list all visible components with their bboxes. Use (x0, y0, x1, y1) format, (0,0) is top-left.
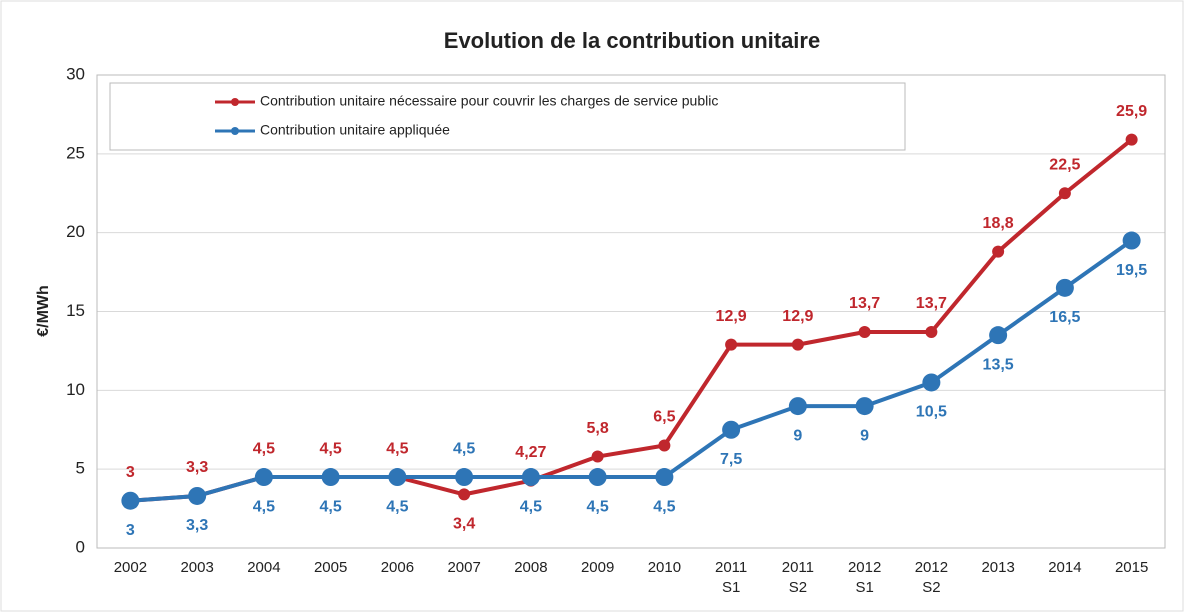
marker (588, 468, 607, 487)
y-tick-label: 15 (66, 301, 85, 320)
data-label: 22,5 (1049, 156, 1080, 173)
data-label: 25,9 (1116, 103, 1147, 120)
marker (591, 450, 604, 463)
data-label: 16,5 (1049, 309, 1080, 326)
data-label: 6,5 (653, 409, 675, 426)
plot-frame (96, 74, 1166, 549)
data-label: 4,5 (253, 498, 275, 515)
data-label: 13,7 (849, 295, 880, 312)
data-label: 9 (860, 427, 869, 444)
marker (788, 397, 807, 416)
marker (188, 486, 207, 505)
x-tick-label: 2004 (247, 559, 280, 576)
marker (455, 468, 474, 487)
legend-label: Contribution unitaire nécessaire pour co… (260, 93, 718, 109)
data-label: 4,5 (653, 498, 675, 515)
y-tick-label: 30 (66, 64, 85, 83)
marker (989, 326, 1008, 345)
x-tick-label: 2002 (114, 559, 147, 576)
marker (458, 488, 471, 501)
marker (725, 338, 738, 351)
x-tick-label: 2012 S2 (915, 559, 948, 596)
marker (521, 468, 540, 487)
data-label: 12,9 (782, 308, 813, 325)
data-label: 4,5 (320, 440, 342, 457)
marker (254, 468, 273, 487)
data-label: 4,27 (515, 444, 546, 461)
y-tick-label: 10 (66, 380, 85, 399)
data-label: 4,5 (253, 440, 275, 457)
marker (791, 338, 804, 351)
marker (855, 397, 874, 416)
data-label: 19,5 (1116, 262, 1147, 279)
x-tick-line: 2012 (848, 559, 881, 576)
data-label: 3,3 (186, 459, 208, 476)
x-tick-label: 2006 (381, 559, 414, 576)
x-tick-label: 2015 (1115, 559, 1148, 576)
x-tick-line: S1 (855, 579, 873, 596)
x-tick-label: 2007 (447, 559, 480, 576)
x-tick-line: 2011 (782, 559, 814, 576)
series-line (130, 238, 1133, 503)
data-label: 4,5 (520, 498, 542, 515)
y-axis-label: €/MWh (35, 285, 52, 337)
y-tick-label: 25 (66, 143, 85, 162)
data-label: 13,5 (983, 356, 1014, 373)
y-tick-label: 20 (66, 222, 85, 241)
x-tick-label: 2011 S1 (715, 559, 747, 596)
data-label: 18,8 (983, 215, 1014, 232)
data-label: 7,5 (720, 451, 742, 468)
data-label: 3,3 (186, 517, 208, 534)
marker (925, 325, 938, 338)
chart-title: Evolution de la contribution unitaire (444, 28, 820, 53)
data-label: 4,5 (453, 440, 475, 457)
data-label: 13,7 (916, 295, 947, 312)
legend-box (109, 82, 906, 151)
marker (388, 468, 407, 487)
marker (1122, 231, 1141, 250)
data-label: 10,5 (916, 404, 947, 421)
data-label: 4,5 (587, 498, 609, 515)
marker (858, 325, 871, 338)
marker (121, 491, 140, 510)
x-tick-line: 2012 (915, 559, 948, 576)
x-tick-line: 2011 (715, 559, 747, 576)
data-label: 12,9 (716, 308, 747, 325)
data-label: 9 (793, 427, 802, 444)
marker (722, 420, 741, 439)
x-tick-label: 2011 S2 (782, 559, 814, 596)
legend-label: Contribution unitaire appliquée (260, 122, 450, 138)
marker (922, 373, 941, 392)
marker (1055, 278, 1074, 297)
x-tick-label: 2014 (1048, 559, 1081, 576)
x-tick-line: S2 (789, 579, 807, 596)
marker (655, 468, 674, 487)
x-tick-label: 2013 (981, 559, 1014, 576)
x-tick-label: 2005 (314, 559, 347, 576)
marker (1125, 133, 1138, 146)
marker (321, 468, 340, 487)
data-label: 4,5 (386, 440, 408, 457)
data-label: 4,5 (386, 498, 408, 515)
y-tick-label: 0 (76, 537, 85, 556)
legend-dot (231, 98, 239, 106)
legend-dot (231, 127, 239, 135)
x-tick-label: 2012 S1 (848, 559, 881, 596)
x-tick-line: S2 (922, 579, 940, 596)
data-label: 3 (126, 464, 135, 481)
data-label: 3,4 (453, 516, 475, 533)
x-tick-label: 2010 (648, 559, 681, 576)
data-label: 5,8 (587, 420, 609, 437)
x-tick-label: 2008 (514, 559, 547, 576)
y-tick-label: 5 (76, 459, 85, 478)
x-tick-label: 2003 (180, 559, 213, 576)
x-tick-label: 2009 (581, 559, 614, 576)
marker (658, 439, 671, 452)
data-label: 4,5 (320, 498, 342, 515)
data-label: 3 (126, 522, 135, 539)
marker (992, 245, 1005, 258)
x-tick-line: S1 (722, 579, 740, 596)
marker (1058, 187, 1071, 200)
